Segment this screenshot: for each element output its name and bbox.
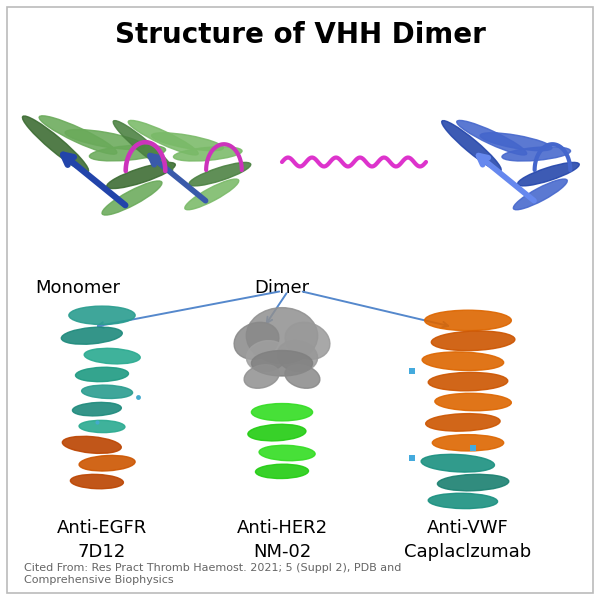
Ellipse shape xyxy=(76,367,128,382)
Ellipse shape xyxy=(435,394,511,410)
Ellipse shape xyxy=(152,133,223,151)
Ellipse shape xyxy=(246,308,318,364)
Text: Structure of VHH Dimer: Structure of VHH Dimer xyxy=(115,21,485,49)
Ellipse shape xyxy=(480,133,552,151)
Ellipse shape xyxy=(62,436,121,454)
Ellipse shape xyxy=(425,310,511,331)
Text: Anti-VWF
Caplaclzumab: Anti-VWF Caplaclzumab xyxy=(404,519,532,560)
Text: Monomer: Monomer xyxy=(35,279,121,297)
Ellipse shape xyxy=(61,327,122,344)
Ellipse shape xyxy=(244,365,279,388)
Ellipse shape xyxy=(69,306,135,325)
Ellipse shape xyxy=(79,455,135,471)
Ellipse shape xyxy=(428,493,497,509)
Ellipse shape xyxy=(514,179,567,210)
Ellipse shape xyxy=(173,147,242,161)
Ellipse shape xyxy=(259,445,315,461)
Ellipse shape xyxy=(251,350,313,376)
Ellipse shape xyxy=(502,147,571,161)
Ellipse shape xyxy=(518,163,579,186)
Ellipse shape xyxy=(79,421,125,433)
Ellipse shape xyxy=(432,434,504,451)
Ellipse shape xyxy=(39,116,117,154)
Ellipse shape xyxy=(73,403,121,416)
Ellipse shape xyxy=(425,413,500,431)
Ellipse shape xyxy=(421,454,494,472)
Ellipse shape xyxy=(422,352,503,370)
Ellipse shape xyxy=(277,341,317,371)
Ellipse shape xyxy=(247,341,287,371)
Text: Anti-HER2
NM-02: Anti-HER2 NM-02 xyxy=(236,519,328,560)
Ellipse shape xyxy=(437,475,509,491)
Ellipse shape xyxy=(428,373,508,391)
Ellipse shape xyxy=(89,145,166,161)
Ellipse shape xyxy=(442,121,501,171)
Ellipse shape xyxy=(84,349,140,364)
Ellipse shape xyxy=(65,130,145,149)
Ellipse shape xyxy=(107,163,175,188)
Ellipse shape xyxy=(22,116,89,172)
Ellipse shape xyxy=(113,121,173,171)
Ellipse shape xyxy=(185,179,239,210)
Text: Dimer: Dimer xyxy=(254,279,310,297)
Ellipse shape xyxy=(82,385,133,398)
Ellipse shape xyxy=(189,163,251,186)
Ellipse shape xyxy=(256,464,308,479)
Ellipse shape xyxy=(234,322,279,359)
Ellipse shape xyxy=(285,322,330,359)
Text: Cited From: Res Pract Thromb Haemost. 2021; 5 (Suppl 2), PDB and
Comprehensive B: Cited From: Res Pract Thromb Haemost. 20… xyxy=(24,563,401,585)
Text: Anti-EGFR
7D12: Anti-EGFR 7D12 xyxy=(57,519,147,560)
FancyBboxPatch shape xyxy=(7,7,593,593)
Ellipse shape xyxy=(251,404,313,421)
Ellipse shape xyxy=(70,475,124,489)
Ellipse shape xyxy=(285,365,320,388)
Ellipse shape xyxy=(457,121,527,155)
Ellipse shape xyxy=(248,424,306,441)
Ellipse shape xyxy=(102,181,162,215)
Ellipse shape xyxy=(431,331,515,350)
Ellipse shape xyxy=(128,121,198,155)
